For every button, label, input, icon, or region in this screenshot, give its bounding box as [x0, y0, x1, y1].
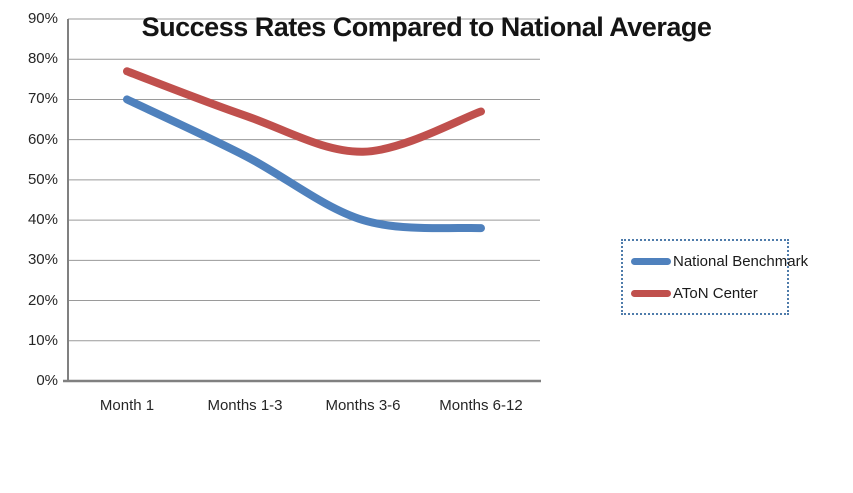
legend-label: National Benchmark [673, 252, 809, 270]
x-axis-category-label: Months 6-12 [439, 397, 523, 414]
y-axis-tick-label: 60% [27, 130, 58, 148]
legend: National Benchmark AToN Center [621, 239, 808, 315]
series-line-national-benchmark [123, 95, 485, 233]
y-axis-tick-label: 90% [27, 10, 58, 27]
x-axis-category-label: Months 1-3 [207, 397, 283, 414]
chart-title: Success Rates Compared to National Avera… [141, 12, 712, 42]
x-axis-category-label: Months 3-6 [325, 397, 401, 414]
x-axis-category-label: Month 1 [99, 397, 155, 414]
y-axis-tick-label: 20% [27, 291, 58, 309]
series-line-aton-center [123, 67, 485, 156]
y-axis-tick-label: 0% [36, 372, 58, 389]
legend-label: AToN Center [673, 284, 758, 302]
y-axis-tick-label: 50% [27, 170, 58, 188]
legend-item-national-benchmark: National Benchmark [631, 252, 808, 270]
y-axis-tick-label: 40% [27, 211, 58, 229]
y-axis-tick-label: 70% [27, 90, 58, 108]
legend-line-swatch-red [631, 289, 671, 297]
y-axis-tick-label: 80% [27, 50, 58, 68]
y-axis-tick-label: 10% [27, 331, 58, 349]
y-axis-tick-label: 30% [27, 251, 58, 269]
legend-item-aton-center: AToN Center [631, 284, 787, 302]
legend-line-swatch-blue [631, 257, 671, 265]
